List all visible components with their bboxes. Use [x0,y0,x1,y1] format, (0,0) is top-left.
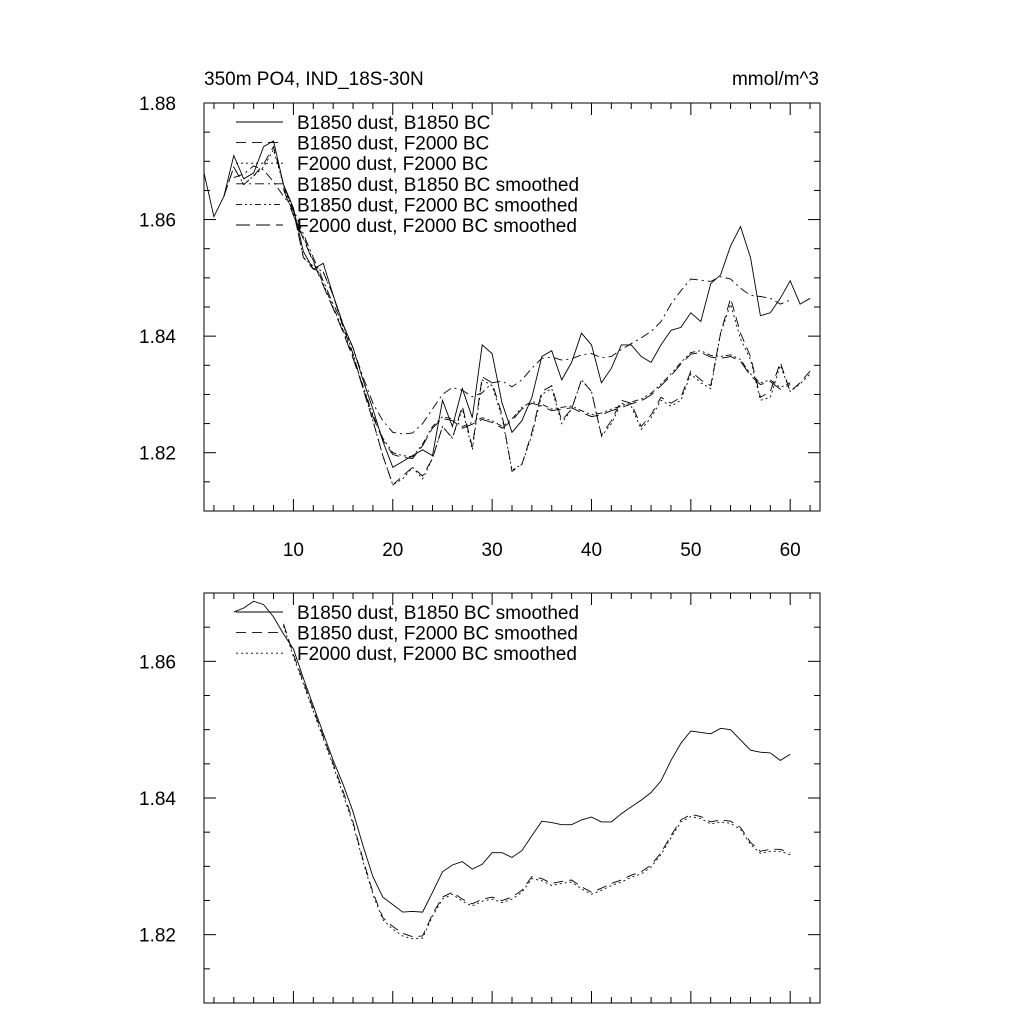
x-tick-label: 50 [680,540,701,561]
legend-label: F2000 dust, F2000 BC smoothed [297,644,577,665]
y-tick-label: 1.82 [139,444,176,465]
x-tick-label: 60 [780,540,801,561]
series-line [283,623,791,938]
y-tick-label: 1.84 [139,327,176,348]
tick-group-top: 10 20 30 40 50 60 1.82 1.84 1.86 1.88 [139,94,820,561]
series-line [233,165,791,435]
series-line [223,148,811,486]
chart-title: 350m PO4, IND_18S-30N [204,69,424,90]
series-group-bottom [233,600,791,940]
y-tick-label: 1.88 [139,94,176,115]
series-line [283,187,791,458]
y-tick-label: 1.86 [139,652,176,673]
legend-label: B1850 dust, B1850 BC [297,113,490,134]
y-tick-label: 1.84 [139,789,176,810]
x-tick-label: 10 [283,540,304,561]
tick-group-bottom: 1.82 1.84 1.86 [139,592,820,1004]
units-label: mmol/m^3 [732,69,819,90]
legend-label: F2000 dust, F2000 BC smoothed [297,216,577,237]
x-tick-label: 20 [382,540,403,561]
y-tick-label: 1.86 [139,211,176,232]
series-line [283,189,791,459]
series-line [233,600,791,913]
legend-label: F2000 dust, F2000 BC [297,154,488,175]
series-line [283,625,791,940]
bottom-panel: 1.82 1.84 1.86 B1850 dust, B1850 BC smooth… [139,592,821,1004]
series-line [203,140,811,468]
top-panel: 350m PO4, IND_18S-30N mmol/m^3 10 20 30 40 5… [139,69,821,561]
y-tick-label: 1.82 [139,926,176,947]
legend-label: B1850 dust, F2000 BC smoothed [297,195,578,216]
x-tick-label: 30 [482,540,503,561]
legend-label: B1850 dust, F2000 BC [297,134,489,155]
x-tick-label: 40 [581,540,602,561]
legend-label: B1850 dust, B1850 BC smoothed [297,603,579,624]
legend-label: B1850 dust, F2000 BC smoothed [297,624,578,645]
legend-label: B1850 dust, B1850 BC smoothed [297,175,579,196]
series-group-top [203,140,811,486]
